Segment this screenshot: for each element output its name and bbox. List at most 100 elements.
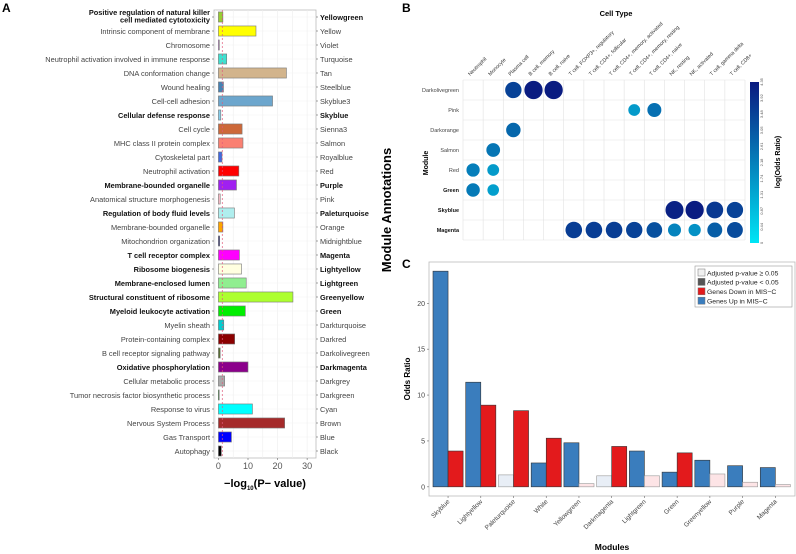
x-axis-label: Modules: [595, 542, 630, 552]
module-label: Darkturquoise: [320, 321, 366, 330]
bar-brown: [218, 417, 285, 429]
bar-down-green: [676, 452, 693, 488]
bar-paleturquoise: [218, 207, 235, 219]
bar-up-darkmagenta: [596, 475, 612, 488]
term-label: Autophagy: [175, 447, 211, 456]
module-label: Midnightblue: [320, 237, 362, 246]
module-label: Violet: [320, 41, 338, 50]
x-axis-label-part: (P− value): [254, 478, 307, 490]
module-label: Steelblue: [320, 83, 351, 92]
term-label: Mitochondrion organization: [121, 237, 210, 246]
module-label: Darkolivegreen: [320, 349, 370, 358]
x-tick-label: Purple: [728, 498, 747, 517]
bar-up-paleturquoise: [498, 474, 514, 488]
module-label: Darkmagenta: [320, 363, 368, 372]
bar-purple: [218, 179, 237, 191]
term-label: Membrane-enclosed lumen: [115, 279, 211, 288]
x-tick-label: 20: [273, 461, 283, 471]
bar-up-magenta: [759, 467, 776, 488]
bar-salmon: [218, 137, 244, 149]
bar-midnightblue: [218, 235, 220, 247]
row-label: Skyblue: [438, 208, 459, 214]
dot-red: [487, 164, 500, 176]
bar-darkgreen: [218, 389, 220, 401]
term-label: T cell receptor complex: [127, 251, 210, 260]
dot-salmon: [486, 143, 501, 157]
legend-swatch: [697, 287, 706, 296]
dot-green: [487, 184, 500, 196]
column-label: T cell, gamma delta: [709, 41, 745, 77]
term-label: Regulation of body fluid levels: [103, 209, 210, 218]
dot-skyblue: [706, 201, 724, 219]
column-label: NK, resting: [669, 55, 691, 77]
x-tick-label: Lightgreen: [621, 498, 648, 525]
bar-down-skyblue: [447, 450, 464, 488]
term-label: Tumor necrosis factor biosynthetic proce…: [70, 391, 211, 400]
term-label: Myelin sheath: [164, 321, 210, 330]
dot-pink: [628, 104, 641, 116]
module-label: Paleturquoise: [320, 209, 369, 218]
term-label: Response to virus: [151, 405, 210, 414]
bar-down-white: [545, 437, 562, 488]
bar-cyan: [218, 403, 253, 415]
module-label: Lightgreen: [320, 279, 359, 288]
cell-type-title: Cell Type: [600, 9, 633, 18]
dot-magenta: [726, 222, 743, 238]
module-label: Red: [320, 167, 334, 176]
legend-swatch: [697, 278, 706, 286]
bar-up-skyblue: [432, 270, 449, 488]
bar-darkolivegreen: [218, 347, 221, 359]
colorbar-tick-label: 3.92: [759, 93, 764, 102]
bar-up-yellowgreen: [563, 442, 580, 488]
y-tick-label: 15: [417, 347, 425, 354]
bar-lightgreen: [218, 277, 247, 289]
bar-up-white: [530, 462, 547, 488]
row-label: Pink: [448, 108, 459, 114]
term-label: Ribosome biogenesis: [134, 265, 210, 274]
bar-up-green: [661, 471, 678, 488]
column-label: Neutrophil: [467, 56, 488, 77]
module-label: Skyblue: [320, 111, 348, 120]
bar-magenta: [218, 249, 240, 261]
colorbar-label: log(Odds Ratio): [775, 136, 782, 189]
module-label: Sienna3: [320, 125, 347, 134]
x-tick-label: Yellowgreen: [553, 498, 583, 528]
legend-label: Adjusted p-value < 0.05: [707, 280, 779, 287]
term-label: Structural constituent of ribosome: [89, 293, 210, 302]
bar-black: [218, 445, 222, 457]
module-label: Brown: [320, 419, 341, 428]
bar-greenyellow: [218, 291, 294, 303]
shared-y-axis-label: Module Annotations: [379, 148, 394, 272]
x-tick-label: Greenyellow: [683, 498, 714, 529]
bar-tan: [218, 67, 287, 79]
bar-darkred: [218, 333, 235, 345]
bar-pink: [218, 193, 221, 205]
colorbar-tick-label: 0.44: [759, 222, 764, 231]
term-label: Myeloid leukocyte activation: [110, 307, 211, 316]
legend-label: Genes Down in MIS−C: [707, 289, 776, 296]
term-label-line: Positive regulation of natural killer: [89, 8, 210, 17]
dot-magenta: [688, 223, 701, 237]
module-label: Magenta: [320, 251, 351, 260]
panel-label-b: B: [402, 1, 411, 15]
module-label: Darkgreen: [320, 391, 355, 400]
module-label: Royalblue: [320, 153, 353, 162]
module-label: Turquoise: [320, 55, 353, 64]
term-label-line: cell mediated cytotoxicity: [120, 16, 211, 25]
bar-steelblue: [218, 81, 224, 93]
dot-magenta: [667, 223, 682, 237]
bar-orange: [218, 221, 224, 233]
term-label: Protein-containing complex: [121, 335, 210, 344]
bar-down-lightgreen: [644, 475, 660, 488]
bar-yellowgreen: [218, 11, 224, 23]
dot-magenta: [605, 221, 623, 239]
x-axis-label-part: −log: [224, 478, 247, 490]
x-tick-label: 30: [302, 461, 312, 471]
row-label: Salmon: [440, 148, 459, 154]
term-label: Membrane-bounded organelle: [104, 181, 210, 190]
colorbar-tick-label: 0: [759, 241, 764, 244]
legend-label: Adjusted p-value ≥ 0.05: [707, 270, 779, 277]
x-tick-label: Lightyellow: [456, 498, 484, 526]
